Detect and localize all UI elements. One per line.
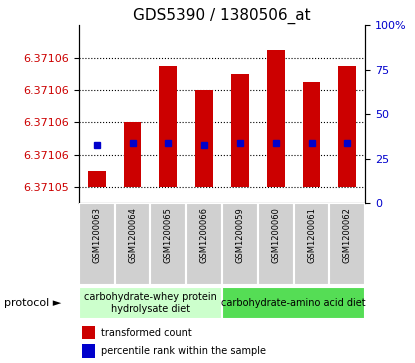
Bar	[267, 50, 285, 187]
Bar	[231, 74, 249, 187]
Bar	[82, 344, 95, 358]
Bar	[330, 203, 365, 285]
Text: GSM1200062: GSM1200062	[343, 207, 352, 263]
Text: GSM1200064: GSM1200064	[128, 207, 137, 263]
Bar	[150, 203, 186, 285]
Title: GDS5390 / 1380506_at: GDS5390 / 1380506_at	[133, 8, 311, 24]
Bar	[82, 326, 95, 339]
Text: percentile rank within the sample: percentile rank within the sample	[101, 346, 266, 356]
Bar	[303, 82, 320, 187]
Text: GSM1200066: GSM1200066	[200, 207, 209, 264]
Bar	[79, 203, 115, 285]
Text: GSM1200063: GSM1200063	[92, 207, 101, 264]
Text: GSM1200061: GSM1200061	[307, 207, 316, 263]
Bar	[222, 203, 258, 285]
Bar	[338, 66, 356, 187]
Text: protocol ►: protocol ►	[4, 298, 61, 308]
Text: transformed count: transformed count	[101, 327, 192, 338]
Text: GSM1200065: GSM1200065	[164, 207, 173, 263]
Bar	[258, 203, 293, 285]
Text: GSM1200060: GSM1200060	[271, 207, 280, 263]
Bar	[79, 287, 222, 319]
Bar	[88, 171, 106, 187]
Bar	[115, 203, 150, 285]
Text: carbohydrate-whey protein
hydrolysate diet: carbohydrate-whey protein hydrolysate di…	[84, 292, 217, 314]
Bar	[159, 66, 177, 187]
Text: GSM1200059: GSM1200059	[235, 207, 244, 263]
Bar	[195, 90, 213, 187]
Text: carbohydrate-amino acid diet: carbohydrate-amino acid diet	[221, 298, 366, 308]
Bar	[186, 203, 222, 285]
Bar	[124, 122, 142, 187]
Bar	[293, 203, 330, 285]
Bar	[222, 287, 365, 319]
